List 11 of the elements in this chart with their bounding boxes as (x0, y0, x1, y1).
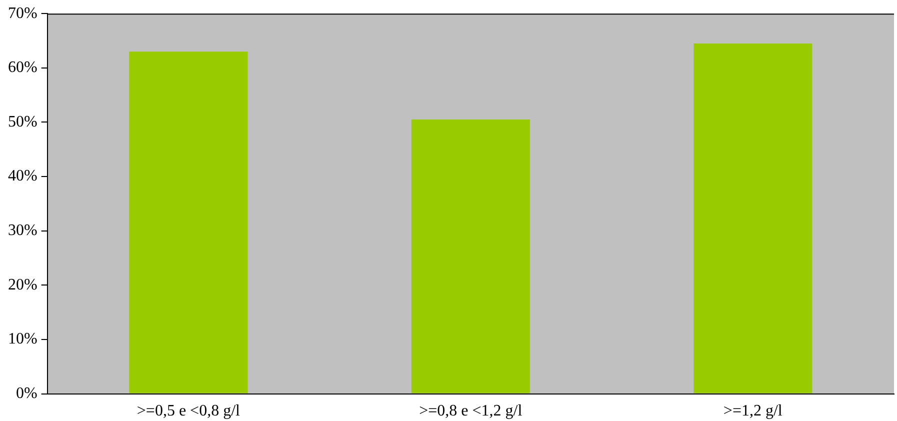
x-tick-label: >=1,2 g/l (723, 402, 783, 420)
x-tick-label: >=0,5 e <0,8 g/l (136, 402, 241, 420)
y-tick-label: 30% (8, 222, 38, 240)
x-tick-label: >=0,8 e <1,2 g/l (419, 402, 523, 420)
y-tick-label: 70% (8, 4, 38, 22)
y-tick-label: 40% (8, 168, 38, 185)
y-tick-label: 10% (8, 330, 38, 348)
y-tick-label: 60% (8, 59, 38, 76)
y-tick-label: 50% (8, 113, 38, 130)
y-tick-label: 0% (16, 385, 38, 402)
y-tick-label: 20% (8, 276, 38, 294)
